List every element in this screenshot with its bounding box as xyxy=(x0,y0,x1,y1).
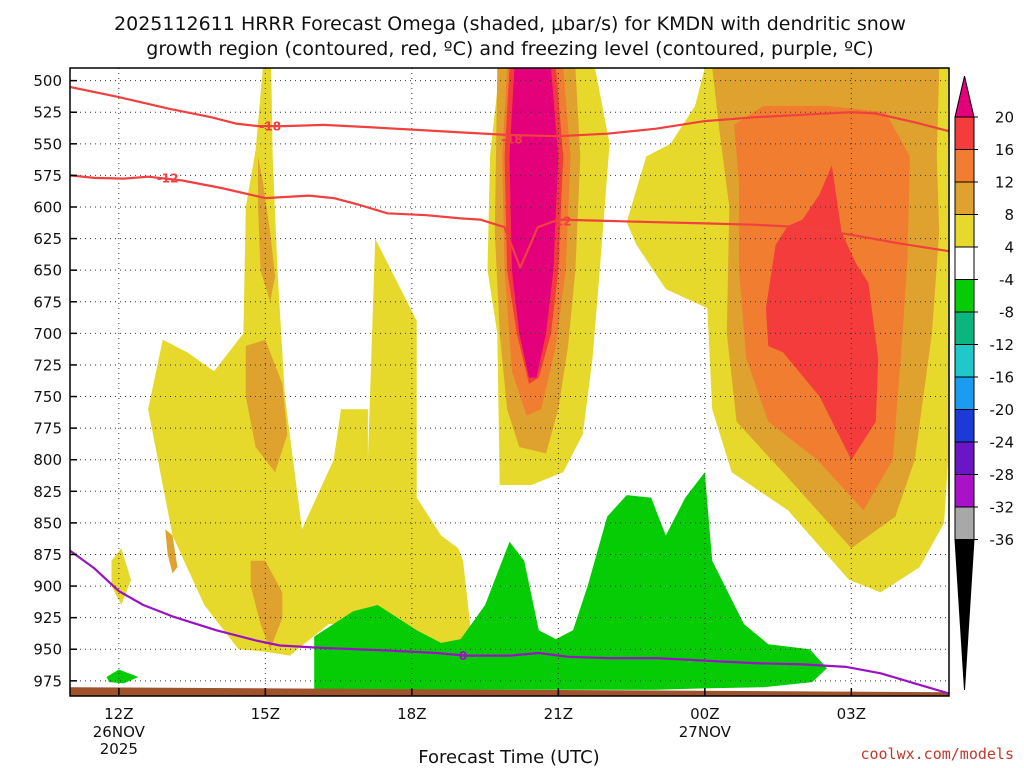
dgz-minus12-label: -12 xyxy=(157,171,179,185)
dgz-minus18-line xyxy=(70,85,949,138)
x-tick-label-21Z: 21Z xyxy=(544,705,573,723)
colorbar-swatch-13 xyxy=(954,506,975,540)
colorbar-swatch-10 xyxy=(954,409,975,443)
colorbar-tick-label--36: -36 xyxy=(990,531,1015,549)
omega-16-20-red-region-2 xyxy=(765,165,879,460)
x-tick-sublabel-12Z-2: 2025 xyxy=(100,740,138,758)
y-tick-label-750: 750 xyxy=(33,388,62,406)
y-tick-label-600: 600 xyxy=(33,198,62,216)
freezing-level-0c-line xyxy=(70,549,949,695)
y-tick-label-950: 950 xyxy=(33,641,62,659)
colorbar-top-arrow xyxy=(954,75,975,118)
colorbar-tick-label-12: 12 xyxy=(995,174,1014,192)
colorbar-tick-label--12: -12 xyxy=(990,336,1015,354)
y-tick-label-700: 700 xyxy=(33,325,62,343)
y-tick-label-650: 650 xyxy=(33,262,62,280)
chart-title-line-1: 2025112611 HRRR Forecast Omega (shaded, … xyxy=(114,13,906,35)
freezing-level-0c-label: 0 xyxy=(459,649,467,663)
omega-8-12-gold-region-1 xyxy=(258,156,276,302)
temperature-contours xyxy=(70,85,949,695)
y-tick-label-550: 550 xyxy=(33,135,62,153)
dgz-minus12-line xyxy=(70,174,949,269)
y-tick-label-775: 775 xyxy=(33,420,62,438)
colorbar-tick-label--20: -20 xyxy=(990,401,1015,419)
colorbar-swatch-6 xyxy=(954,279,975,313)
y-tick-label-500: 500 xyxy=(33,72,62,90)
y-tick-label-525: 525 xyxy=(33,104,62,122)
terrain-layer xyxy=(70,687,949,696)
source-credit[interactable]: coolwx.com/models xyxy=(860,745,1014,763)
colorbar-tick-label-8: 8 xyxy=(1004,206,1014,224)
omega-neg4-neg8-green-region-1 xyxy=(314,472,827,690)
colorbar-tick-label--4: -4 xyxy=(999,271,1014,289)
colorbar-tick-label-16: 16 xyxy=(995,141,1014,159)
y-tick-label-850: 850 xyxy=(33,514,62,532)
x-tick-label-15Z: 15Z xyxy=(251,705,280,723)
chart-title-line-2: growth region (contoured, red, ºC) and f… xyxy=(146,38,873,60)
x-axis-label: Forecast Time (UTC) xyxy=(418,747,599,768)
y-tick-label-825: 825 xyxy=(33,483,62,501)
dgz-minus18-center-label: -18 xyxy=(501,132,523,146)
terrain-band xyxy=(70,687,949,696)
colorbar-swatch-4 xyxy=(954,214,975,248)
dgz-minus12-center-label: -12 xyxy=(550,214,572,228)
colorbar-tick-label--32: -32 xyxy=(990,499,1015,517)
y-tick-label-875: 875 xyxy=(33,546,62,564)
omega-4-8-yellow-region-1 xyxy=(148,68,473,656)
colorbar-swatch-8 xyxy=(954,344,975,378)
colorbar-swatch-12 xyxy=(954,474,975,508)
colorbar-swatch-2 xyxy=(954,149,975,183)
colorbar-tick-label-20: 20 xyxy=(995,109,1014,127)
omega-8-12-gold-region-3 xyxy=(250,560,283,650)
x-tick-label-12Z: 12Z xyxy=(104,705,133,723)
omega-4-8-yellow-region-2 xyxy=(111,548,131,605)
y-tick-label-675: 675 xyxy=(33,293,62,311)
omega-gt20-magenta-region-1 xyxy=(509,68,559,378)
colorbar-tick-label--8: -8 xyxy=(999,304,1014,322)
colorbar-swatch-9 xyxy=(954,376,975,410)
colorbar-swatch-3 xyxy=(954,181,975,215)
x-tick-sublabel-00Z-1: 27NOV xyxy=(679,723,732,741)
plot-frame xyxy=(69,67,950,697)
colorbar-tick-label--28: -28 xyxy=(990,466,1015,484)
x-tick-label-18Z: 18Z xyxy=(397,705,426,723)
colorbar-swatch-5 xyxy=(954,246,975,280)
colorbar-swatch-7 xyxy=(954,311,975,345)
y-tick-label-725: 725 xyxy=(33,356,62,374)
omega-shading xyxy=(106,68,949,690)
x-tick-sublabel-12Z-1: 26NOV xyxy=(93,723,146,741)
colorbar-tick-label--16: -16 xyxy=(990,369,1015,387)
contour-labels: -18 -12 -18 -12 0 xyxy=(157,120,572,663)
colorbar-swatch-1 xyxy=(954,116,975,150)
y-tick-label-975: 975 xyxy=(33,672,62,690)
y-tick-label-575: 575 xyxy=(33,167,62,185)
y-tick-label-625: 625 xyxy=(33,230,62,248)
omega-neg4-neg8-green-region-2 xyxy=(106,669,139,684)
y-tick-label-900: 900 xyxy=(33,578,62,596)
dgz-minus18-label: -18 xyxy=(259,120,281,134)
y-axis: 500 525 550 575 600 625 650 675 700 725 750 775 800 8… xyxy=(33,72,77,690)
x-tick-label-03Z: 03Z xyxy=(837,705,866,723)
colorbar-tick-label-4: 4 xyxy=(1004,239,1014,257)
y-tick-label-925: 925 xyxy=(33,609,62,627)
colorbar-tick-label--24: -24 xyxy=(990,434,1015,452)
colorbar-swatch-11 xyxy=(954,441,975,475)
omega-8-12-gold-region-4 xyxy=(245,339,288,473)
colorbar: 20 16 12 8 4 -4 -8 -12 -16 -20 -24 -28 -32 -36 xyxy=(954,75,1015,691)
omega-8-12-gold-region-2 xyxy=(165,529,178,574)
y-tick-label-800: 800 xyxy=(33,451,62,469)
x-tick-label-00Z: 00Z xyxy=(690,705,719,723)
colorbar-bottom-arrow xyxy=(954,539,975,691)
